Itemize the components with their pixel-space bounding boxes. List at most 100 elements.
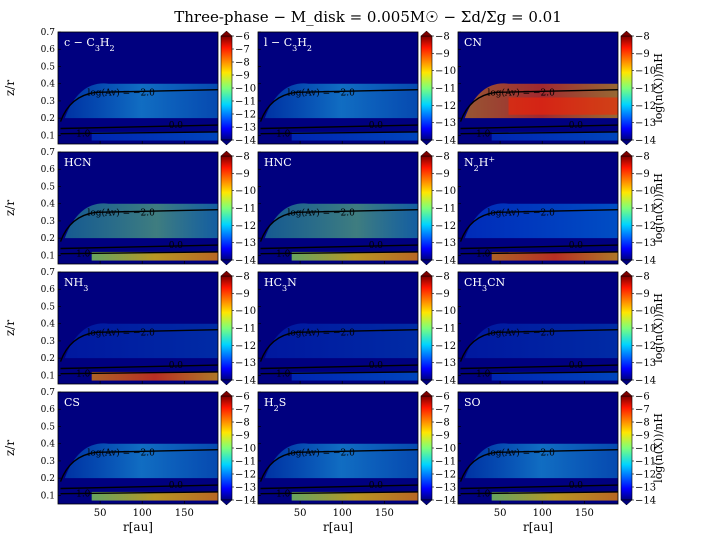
colorbar-extend-min	[220, 139, 233, 146]
y-tick-label: 0.5	[41, 302, 56, 312]
colorbar-tick-label: −14	[435, 376, 456, 387]
colorbar-tick-label: −9	[435, 431, 450, 442]
species-label: HCN	[64, 156, 92, 169]
panel-4: log(Av) = −2.0 0.0 1.0 HNC −8 −9 −10 −11 −12 −13 −…	[257, 150, 456, 267]
colorbar-tick-label: −10	[235, 444, 256, 455]
contour-lower	[60, 131, 218, 135]
colorbar-tick-label: −11	[435, 457, 456, 468]
y-tick-label: 0.1	[41, 131, 55, 141]
colorbar-tick-label: −7	[435, 405, 450, 416]
panel-11: log(Av) = −2.0 0.0 1.0 SO 50 100 150 r[au] −6 −7 −…	[457, 390, 665, 534]
x-tick-label: 100	[133, 508, 152, 519]
colorbar-extend-max	[220, 30, 233, 37]
contour-upper	[259, 329, 418, 362]
contour-label-lower: 1.0	[76, 130, 91, 140]
colorbar-label: log(n(X))/nH	[652, 53, 665, 123]
y-tick-label: 0.4	[41, 320, 56, 330]
panel-frame	[257, 391, 419, 505]
contour-label-upper: log(Av) = −2.0	[487, 327, 555, 338]
colorbar-tick-label: −12	[235, 470, 256, 481]
contour-label-upper: log(Av) = −2.0	[87, 447, 155, 458]
x-tick-label: 100	[333, 508, 352, 519]
colorbar-tick-label: −8	[435, 152, 450, 163]
colorbar-tick-label: −12	[635, 470, 656, 481]
panel-frame	[257, 31, 419, 145]
colorbar-tick-label: −6	[235, 392, 250, 403]
y-tick-label: 0.5	[41, 422, 56, 432]
colorbar-tick-label: −10	[435, 306, 456, 317]
colorbar-tick-label: −11	[635, 457, 656, 468]
contour-label-upper: log(Av) = −2.0	[87, 207, 155, 218]
colorbar-tick-label: −14	[635, 136, 656, 147]
contour-upper	[59, 329, 218, 362]
colorbar-tick-label: −11	[635, 204, 656, 215]
colorbar-tick-label: −12	[435, 341, 456, 352]
contour-middle	[260, 244, 418, 250]
colorbar-tick-label: −9	[635, 431, 650, 442]
contour-upper	[59, 209, 218, 242]
y-tick-label: 0.4	[41, 440, 56, 450]
contour-upper	[459, 89, 618, 122]
colorbar-tick-label: −10	[435, 186, 456, 197]
colorbar-label: log(n(X))/nH	[652, 293, 665, 363]
colorbar-tick-label: −14	[235, 136, 256, 147]
midplane-layer	[491, 371, 618, 381]
contour-label-middle: 0.0	[369, 481, 384, 491]
contour-label-middle: 0.0	[169, 121, 184, 131]
colorbar-extend-max	[620, 150, 633, 157]
contour-middle	[60, 364, 218, 370]
colorbar	[620, 155, 633, 261]
species-label: CH3CN	[464, 276, 506, 293]
colorbar-tick-label: −10	[635, 186, 656, 197]
y-tick-label: 0.2	[41, 234, 55, 244]
colorbar	[420, 35, 433, 141]
contour-label-upper: log(Av) = −2.0	[487, 87, 555, 98]
colorbar-tick-label: −8	[235, 152, 250, 163]
colorbar-tick-label: −10	[435, 66, 456, 77]
contour-label-lower: 1.0	[476, 250, 491, 260]
y-tick-label: 0.7	[41, 148, 56, 158]
contour-upper	[259, 209, 418, 242]
colorbar-tick-label: −11	[235, 324, 256, 335]
contour-label-middle: 0.0	[369, 121, 384, 131]
y-axis-label: z/r	[3, 200, 17, 216]
species-label: c − C3H2	[64, 36, 115, 53]
contour-upper	[59, 89, 218, 122]
colorbar-tick-label: −12	[635, 341, 656, 352]
contour-label-upper: log(Av) = −2.0	[287, 207, 355, 218]
colorbar-tick-label: −11	[635, 84, 656, 95]
x-tick-label: 50	[294, 508, 307, 519]
species-label: SO	[464, 396, 481, 409]
panel-frame	[257, 271, 419, 385]
colorbar-tick-label: −10	[635, 306, 656, 317]
contour-label-lower: 1.0	[76, 370, 91, 380]
contour-middle	[60, 124, 218, 130]
species-label: N2H+	[464, 155, 495, 173]
contour-label-middle: 0.0	[169, 241, 184, 251]
contour-lower	[260, 491, 418, 495]
contour-label-lower: 1.0	[276, 490, 291, 500]
contour-label-middle: 0.0	[169, 361, 184, 371]
panel-frame	[57, 31, 219, 145]
colorbar-tick-label: −14	[435, 136, 456, 147]
colorbar-extend-min	[620, 139, 633, 146]
y-tick-label: 0.6	[41, 165, 56, 175]
colorbar-tick-label: −11	[235, 204, 256, 215]
midplane-layer	[491, 251, 618, 261]
midplane-layer	[291, 371, 418, 381]
contour-lower	[460, 371, 618, 375]
colorbar-tick-label: −6	[635, 392, 650, 403]
contour-label-middle: 0.0	[569, 241, 584, 251]
y-tick-label: 0.2	[41, 114, 55, 124]
colorbar-tick-label: −12	[235, 110, 256, 121]
contour-label-lower: 1.0	[476, 370, 491, 380]
contour-lower	[60, 491, 218, 495]
colorbar-tick-label: −7	[235, 405, 250, 416]
colorbar-tick-label: −9	[435, 289, 450, 300]
contour-upper	[459, 449, 618, 482]
species-label: HNC	[264, 156, 292, 169]
contour-upper	[459, 209, 618, 242]
y-tick-label: 0.4	[41, 200, 56, 210]
colorbar-extend-max	[420, 390, 433, 397]
